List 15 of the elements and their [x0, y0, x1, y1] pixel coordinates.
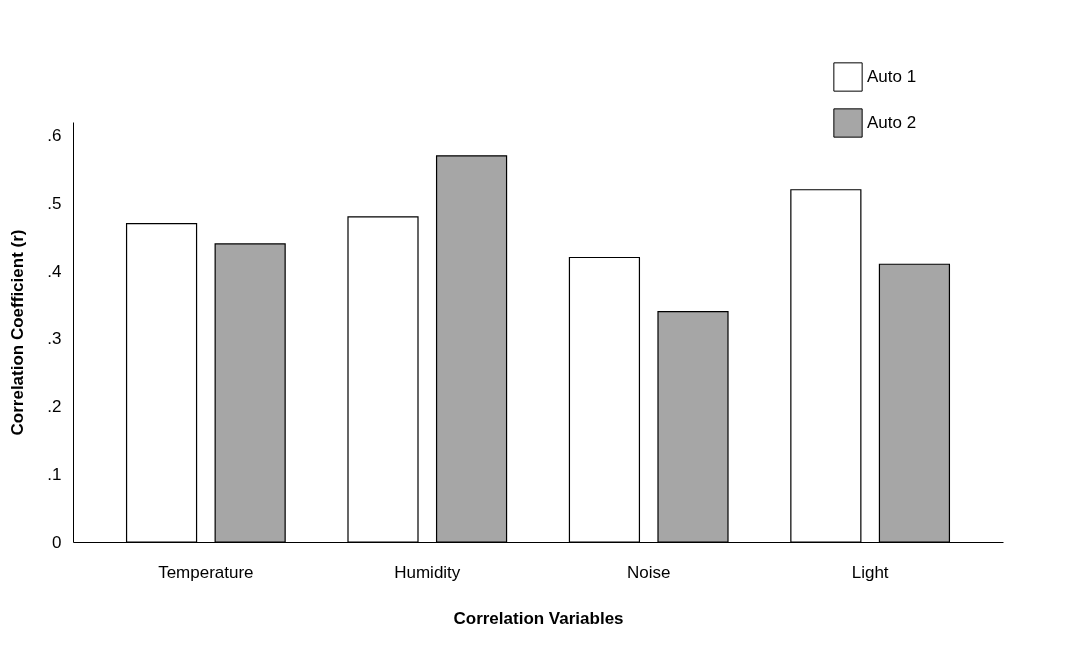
x-tick-label: Noise — [626, 562, 671, 582]
x-tick-label: Light — [851, 562, 889, 582]
y-tick-label: .2 — [47, 397, 62, 417]
y-tick-label: .4 — [47, 261, 62, 281]
y-tick-label: .1 — [47, 464, 62, 484]
y-tick-label: .6 — [47, 126, 62, 146]
legend-label: Auto 1 — [867, 67, 917, 86]
x-tick-label: Humidity — [394, 562, 461, 582]
y-tick-label: .3 — [47, 329, 62, 349]
legend-label: Auto 2 — [867, 113, 917, 132]
y-tick-label: 0 — [52, 532, 62, 552]
y-axis-title: Correlation Coefficient (r) — [8, 229, 28, 436]
x-axis-title: Correlation Variables — [453, 608, 624, 628]
y-tick-label: .5 — [47, 193, 62, 213]
x-tick-label: Temperature — [158, 562, 254, 582]
